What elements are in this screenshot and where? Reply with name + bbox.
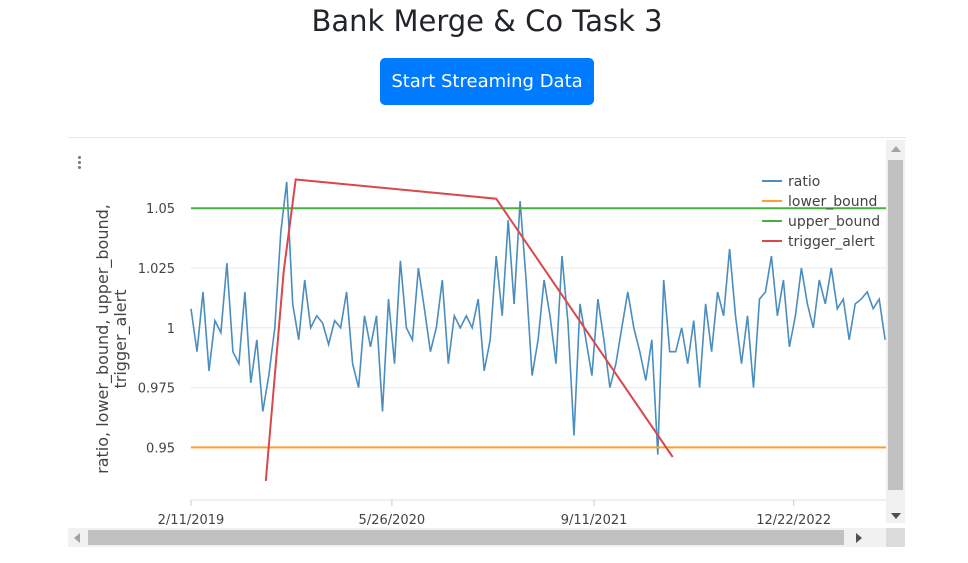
line-chart: 0.95 0.975 1 1.025 1.05 2/11/2019 5/26/2020 9/1… [93, 174, 886, 528]
horizontal-scrollbar[interactable] [68, 528, 886, 547]
legend-label: lower_bound [788, 194, 877, 210]
series-trigger-alert [264, 178, 674, 481]
vertical-scroll-thumb[interactable] [888, 160, 903, 490]
y-tick-label: 1.05 [146, 202, 175, 217]
y-tick-label: 1.025 [138, 262, 175, 277]
page-title: Bank Merge & Co Task 3 [311, 4, 663, 38]
x-tick-label: 2/11/2019 [158, 513, 225, 528]
scroll-down-icon[interactable] [891, 513, 901, 519]
y-tick-label: 0.975 [138, 382, 175, 397]
horizontal-scroll-thumb[interactable] [88, 530, 844, 545]
x-tick-label: 9/11/2021 [561, 513, 628, 528]
y-tick-label: 1 [167, 322, 175, 337]
scroll-left-icon[interactable] [74, 533, 80, 543]
scroll-up-icon[interactable] [891, 146, 901, 152]
y-tick-label: 0.95 [146, 441, 175, 456]
series-ratio [190, 181, 886, 455]
scroll-right-icon[interactable] [856, 533, 862, 543]
more-options-icon[interactable] [77, 156, 83, 172]
legend-label: ratio [788, 174, 820, 190]
x-tick-label: 12/22/2022 [756, 513, 831, 528]
legend-label: trigger_alert [788, 234, 875, 250]
x-tick-label: 5/26/2020 [359, 513, 426, 528]
chart-viewer: 0.95 0.975 1 1.025 1.05 2/11/2019 5/26/2020 9/1… [68, 137, 906, 548]
legend-label: upper_bound [788, 214, 880, 230]
start-streaming-button[interactable]: Start Streaming Data [380, 58, 594, 105]
scrollbar-corner [886, 528, 905, 547]
y-axis-title: ratio, lower_bound, upper_bound,trigger_… [93, 204, 131, 474]
vertical-scrollbar[interactable] [886, 140, 905, 523]
